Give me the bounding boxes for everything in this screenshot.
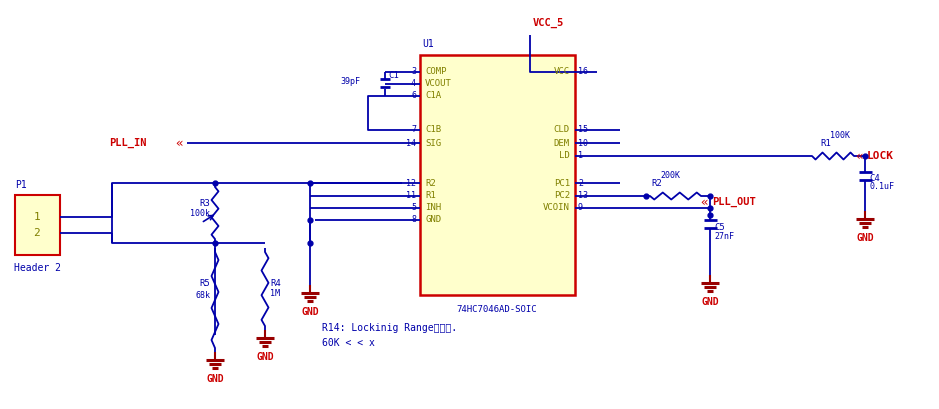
Text: 68k: 68k bbox=[195, 290, 210, 299]
Text: R5: R5 bbox=[199, 279, 210, 288]
Text: LOCK: LOCK bbox=[867, 151, 894, 161]
Text: PLL_OUT: PLL_OUT bbox=[712, 197, 756, 207]
Text: C1A: C1A bbox=[425, 92, 441, 101]
Text: GND: GND bbox=[256, 352, 274, 362]
Text: 1M: 1M bbox=[270, 288, 280, 297]
FancyBboxPatch shape bbox=[420, 55, 575, 295]
Text: C1: C1 bbox=[388, 72, 399, 81]
Text: LD: LD bbox=[560, 151, 570, 160]
Text: 27nF: 27nF bbox=[714, 232, 734, 241]
Text: VCC: VCC bbox=[554, 67, 570, 76]
Text: GND: GND bbox=[856, 233, 874, 243]
Text: C4: C4 bbox=[869, 174, 880, 183]
Text: R3: R3 bbox=[199, 198, 210, 207]
Text: 13: 13 bbox=[578, 191, 588, 200]
Text: VCC_5: VCC_5 bbox=[533, 18, 564, 28]
Text: 100k: 100k bbox=[190, 209, 210, 218]
Text: U1: U1 bbox=[422, 39, 434, 49]
Text: 9: 9 bbox=[578, 204, 583, 213]
Text: 8: 8 bbox=[411, 216, 416, 225]
Text: GND: GND bbox=[701, 297, 719, 307]
Text: GND: GND bbox=[301, 307, 319, 317]
Text: PC1: PC1 bbox=[554, 178, 570, 187]
Text: CLD: CLD bbox=[554, 126, 570, 135]
Text: COMP: COMP bbox=[425, 67, 447, 76]
Text: VCOUT: VCOUT bbox=[425, 79, 452, 88]
Text: C1B: C1B bbox=[425, 126, 441, 135]
FancyBboxPatch shape bbox=[15, 195, 60, 255]
Text: 7: 7 bbox=[411, 126, 416, 135]
Text: 11: 11 bbox=[406, 191, 416, 200]
Text: 2: 2 bbox=[34, 228, 40, 238]
Text: P1: P1 bbox=[15, 180, 26, 190]
Text: 2: 2 bbox=[578, 178, 583, 187]
Text: 16: 16 bbox=[578, 67, 588, 76]
Text: 60K < < x: 60K < < x bbox=[322, 338, 375, 348]
Text: R14: Lockinig Range조절함.: R14: Lockinig Range조절함. bbox=[322, 323, 457, 333]
Text: 0.1uF: 0.1uF bbox=[869, 182, 894, 191]
Text: 10: 10 bbox=[578, 139, 588, 148]
Text: 12: 12 bbox=[406, 178, 416, 187]
Text: GND: GND bbox=[207, 374, 223, 384]
Text: Header 2: Header 2 bbox=[13, 263, 60, 273]
Text: 3: 3 bbox=[411, 67, 416, 76]
Text: 74HC7046AD-SOIC: 74HC7046AD-SOIC bbox=[456, 305, 537, 314]
Text: 100K: 100K bbox=[830, 131, 850, 140]
Text: 6: 6 bbox=[411, 92, 416, 101]
Text: R1: R1 bbox=[820, 139, 831, 148]
Text: 4: 4 bbox=[411, 79, 416, 88]
Text: 14: 14 bbox=[406, 139, 416, 148]
Text: C5: C5 bbox=[714, 223, 725, 232]
Text: «: « bbox=[855, 150, 863, 162]
Text: GND: GND bbox=[425, 216, 441, 225]
Text: 1: 1 bbox=[578, 151, 583, 160]
Text: PC2: PC2 bbox=[554, 191, 570, 200]
Text: 5: 5 bbox=[411, 204, 416, 213]
Text: 15: 15 bbox=[578, 126, 588, 135]
Text: VCOIN: VCOIN bbox=[543, 204, 570, 213]
Text: 200K: 200K bbox=[660, 171, 680, 180]
Text: «: « bbox=[176, 137, 183, 150]
Text: PLL_IN: PLL_IN bbox=[110, 138, 147, 148]
Text: INH: INH bbox=[425, 204, 441, 213]
Text: 39pF: 39pF bbox=[340, 77, 360, 86]
Text: DEM: DEM bbox=[554, 139, 570, 148]
Text: R4: R4 bbox=[270, 279, 281, 288]
Text: R1: R1 bbox=[425, 191, 436, 200]
Text: SIG: SIG bbox=[425, 139, 441, 148]
Text: «: « bbox=[700, 196, 708, 209]
Text: 1: 1 bbox=[34, 212, 40, 222]
Text: R2: R2 bbox=[651, 179, 662, 188]
Text: R2: R2 bbox=[425, 178, 436, 187]
